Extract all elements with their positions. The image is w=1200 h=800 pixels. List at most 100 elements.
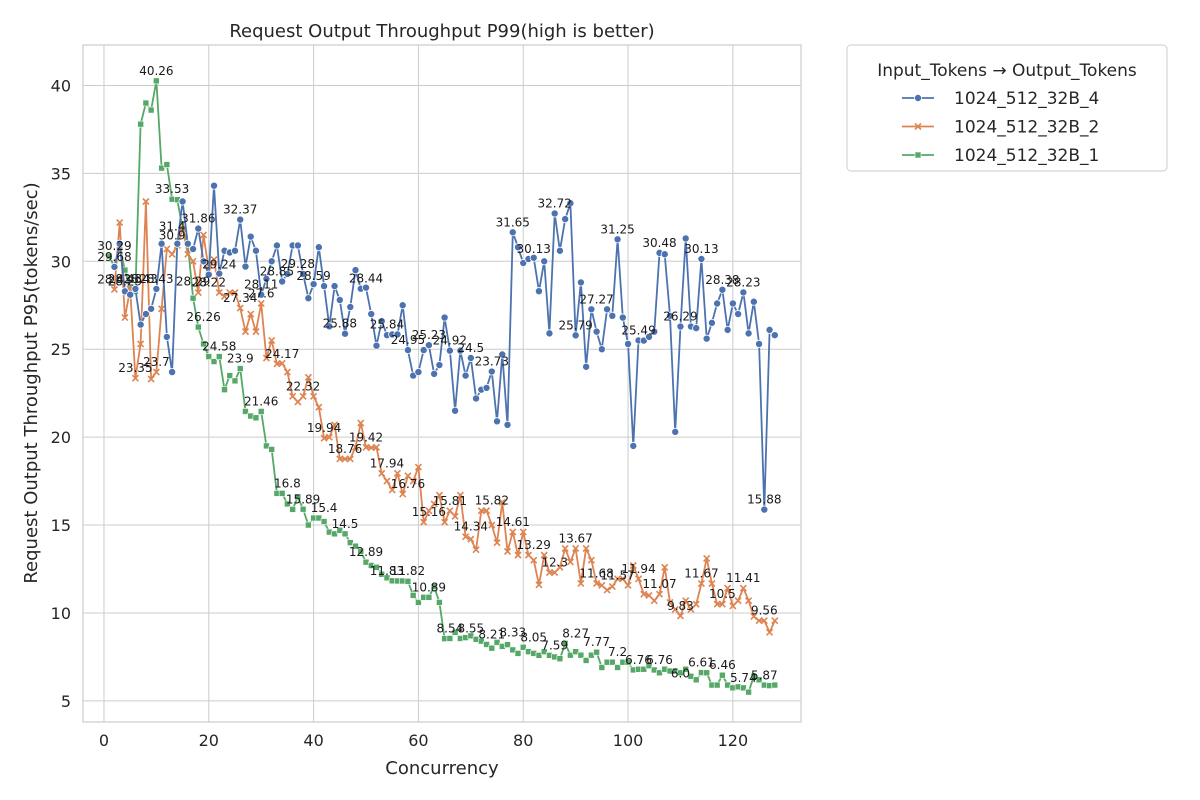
data-point: [210, 255, 218, 264]
data-point: [142, 197, 150, 206]
data-point: [593, 579, 601, 588]
data-point: [441, 518, 449, 526]
data-point: [304, 373, 312, 381]
data-point: [550, 209, 559, 218]
data-label: 28.29: [108, 274, 142, 288]
data-point: [163, 245, 171, 253]
data-point: [718, 285, 727, 294]
data-label: 26.29: [663, 310, 697, 324]
data-point: [289, 392, 297, 400]
data-point: [535, 581, 543, 589]
data-point: [719, 671, 726, 679]
data-point: [388, 486, 396, 494]
data-point: [677, 669, 684, 677]
data-point: [488, 644, 496, 652]
data-point: [357, 548, 365, 555]
data-point: [745, 597, 753, 605]
data-point: [163, 161, 171, 168]
data-label: 8.05: [520, 630, 547, 644]
data-point: [283, 269, 292, 278]
legend-marker: [914, 122, 922, 131]
data-point: [136, 320, 145, 329]
data-point: [482, 507, 491, 515]
data-point: [257, 408, 265, 415]
data-point: [446, 635, 454, 642]
data-label: 11.41: [726, 571, 760, 585]
legend-marker: [914, 94, 923, 103]
data-point: [529, 253, 538, 262]
data-point: [614, 575, 622, 583]
data-point: [137, 340, 145, 348]
data-point: [425, 594, 433, 601]
data-label: 19.94: [307, 421, 341, 435]
x-tick-label: 100: [613, 731, 644, 750]
data-point: [409, 477, 417, 485]
data-label: 24.58: [202, 340, 236, 354]
data-label: 15.4: [311, 501, 338, 515]
data-label: 13.67: [558, 531, 592, 545]
data-point: [189, 294, 197, 302]
data-point: [267, 257, 276, 266]
data-label: 28.23: [726, 275, 760, 289]
data-point: [241, 328, 250, 336]
data-point: [393, 330, 402, 339]
data-point: [603, 586, 611, 594]
x-tick-label: 120: [718, 731, 749, 750]
data-point: [540, 551, 548, 559]
data-label: 25.84: [370, 317, 404, 331]
data-point: [692, 600, 700, 608]
data-label: 18.76: [328, 442, 362, 456]
data-point: [189, 257, 197, 265]
data-point: [687, 605, 695, 614]
data-point: [205, 353, 213, 360]
data-point: [608, 583, 616, 591]
x-tick-label: 0: [99, 731, 109, 750]
data-point: [336, 455, 344, 463]
plot-area-frame: [82, 44, 802, 723]
data-point: [645, 332, 654, 341]
data-label: 11.57: [600, 568, 634, 582]
data-label: 28.43: [108, 272, 142, 286]
data-label: 32.72: [537, 196, 571, 210]
data-label: 28.11: [244, 278, 278, 292]
data-point: [467, 632, 475, 640]
legend: Input_Tokens → Output_Tokens 1024_512_32…: [846, 44, 1168, 172]
data-label: 25.23: [412, 328, 446, 342]
data-point: [750, 672, 758, 680]
data-point: [142, 99, 150, 107]
data-label: 31.25: [600, 222, 634, 236]
x-tick-label: 20: [199, 731, 219, 750]
data-label: 19.42: [349, 430, 383, 444]
data-point: [555, 246, 564, 255]
data-point: [179, 225, 187, 233]
legend-item: 1024_512_32B_1: [902, 146, 1099, 166]
data-point: [645, 591, 653, 599]
data-point: [204, 270, 213, 279]
data-point: [262, 274, 271, 283]
data-label: 31.65: [496, 215, 530, 229]
data-point: [168, 250, 176, 258]
data-point: [352, 542, 359, 550]
data-point: [462, 533, 470, 541]
data-point: [157, 239, 166, 248]
data-label: 22.32: [286, 379, 320, 393]
data-point: [246, 232, 255, 241]
data-point: [367, 310, 376, 319]
data-point: [105, 252, 113, 260]
data-point: [137, 120, 144, 128]
data-point: [692, 676, 700, 684]
data-label: 6.0: [671, 666, 690, 680]
data-label: 14.5: [332, 517, 359, 531]
data-label: 7.59: [541, 638, 568, 652]
data-point: [513, 243, 522, 252]
data-point: [576, 278, 585, 287]
data-point: [425, 507, 433, 515]
data-point: [582, 657, 590, 664]
data-label: 17.94: [370, 456, 404, 470]
data-point: [335, 295, 344, 304]
data-point: [755, 617, 763, 625]
data-point: [252, 328, 260, 336]
data-point: [572, 544, 580, 553]
data-point: [251, 246, 260, 255]
data-point: [330, 421, 339, 429]
